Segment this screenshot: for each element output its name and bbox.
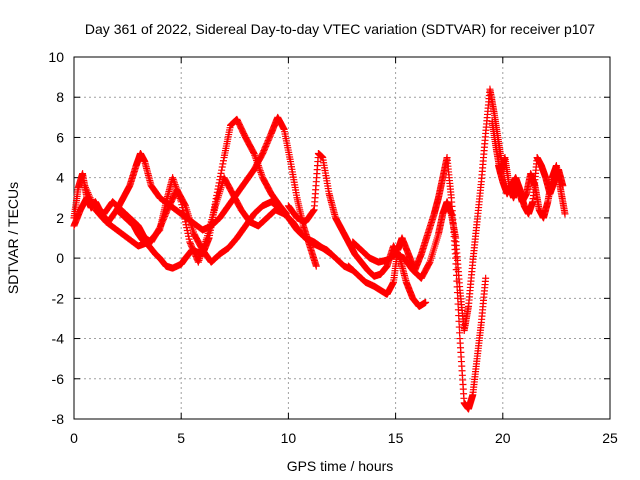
axis-ticks — [73, 56, 611, 420]
data-point — [219, 160, 227, 168]
series-track-6 — [344, 154, 490, 413]
data-points — [70, 85, 569, 413]
data-point — [312, 262, 320, 270]
y-tick-label: 0 — [56, 250, 64, 266]
x-tick-labels: 0 5 10 15 20 25 — [70, 430, 618, 446]
y-tick-labels: -8 -6 -4 -2 0 2 4 6 8 10 — [48, 49, 64, 427]
data-point — [89, 201, 97, 209]
plot-frame — [73, 56, 611, 420]
data-point — [257, 170, 265, 178]
data-point — [176, 194, 184, 202]
data-point — [425, 259, 433, 267]
data-point — [169, 174, 177, 182]
data-point — [201, 239, 209, 247]
data-point — [216, 173, 224, 181]
y-tick-label: 2 — [56, 210, 64, 226]
data-point — [84, 189, 92, 197]
data-point — [198, 248, 206, 256]
data-point — [90, 202, 98, 210]
data-point — [175, 191, 183, 199]
x-tick-label: 0 — [70, 430, 78, 446]
x-tick-label: 10 — [281, 430, 297, 446]
data-point — [422, 298, 430, 306]
data-point — [251, 151, 259, 159]
y-tick-label: -4 — [52, 331, 65, 347]
data-point — [197, 250, 205, 258]
data-point — [218, 163, 226, 171]
data-point — [83, 187, 91, 195]
data-point — [217, 169, 225, 177]
data-point — [257, 168, 265, 176]
data-point — [154, 228, 162, 236]
data-point — [256, 167, 264, 175]
data-point — [482, 274, 490, 282]
x-axis-label: GPS time / hours — [287, 458, 394, 474]
y-tick-label: -6 — [52, 371, 65, 387]
data-point — [170, 177, 178, 185]
chart-title: Day 361 of 2022, Sidereal Day-to-day VTE… — [85, 21, 595, 37]
data-point — [88, 199, 96, 207]
x-tick-label: 25 — [602, 430, 618, 446]
data-point — [196, 253, 204, 261]
data-point — [174, 187, 182, 195]
y-tick-label: 4 — [56, 170, 64, 186]
data-point — [81, 183, 89, 191]
data-point — [219, 157, 227, 165]
data-point — [172, 182, 180, 190]
x-tick-label: 15 — [388, 430, 404, 446]
series-track-4 — [81, 174, 357, 274]
y-tick-label: -2 — [52, 290, 65, 306]
data-point — [195, 256, 203, 264]
data-point — [250, 150, 258, 158]
data-point — [561, 210, 569, 218]
data-point — [175, 193, 183, 201]
series-track-9 — [495, 154, 567, 218]
data-point — [197, 251, 205, 259]
data-point — [202, 236, 210, 244]
data-point — [177, 196, 185, 204]
data-point — [169, 175, 177, 183]
y-tick-label: 6 — [56, 129, 64, 145]
data-point — [194, 258, 202, 266]
y-tick-label: 8 — [56, 89, 64, 105]
data-point — [85, 190, 93, 198]
data-point — [218, 166, 226, 174]
data-point — [559, 182, 567, 190]
y-tick-label: -8 — [52, 411, 65, 427]
data-point — [86, 194, 94, 202]
data-point — [88, 197, 96, 205]
data-point — [85, 192, 93, 200]
data-point — [171, 181, 179, 189]
data-point — [202, 237, 210, 245]
x-tick-label: 5 — [177, 430, 185, 446]
data-point — [173, 186, 181, 194]
data-point — [309, 208, 317, 216]
data-point — [199, 246, 207, 254]
data-point — [310, 207, 318, 215]
data-point — [172, 184, 180, 192]
data-point — [196, 255, 204, 263]
series-track-7 — [349, 85, 507, 335]
data-point — [82, 185, 90, 193]
data-point — [200, 241, 208, 249]
data-point — [81, 182, 89, 190]
x-tick-label: 20 — [495, 430, 511, 446]
data-point — [174, 189, 182, 197]
data-point — [199, 244, 207, 252]
y-axis-label: SDTVAR / TECUs — [5, 182, 21, 294]
data-point — [200, 243, 208, 251]
grid-lines — [74, 57, 610, 419]
y-tick-label: 10 — [48, 49, 64, 65]
data-point — [87, 196, 95, 204]
data-point — [170, 179, 178, 187]
